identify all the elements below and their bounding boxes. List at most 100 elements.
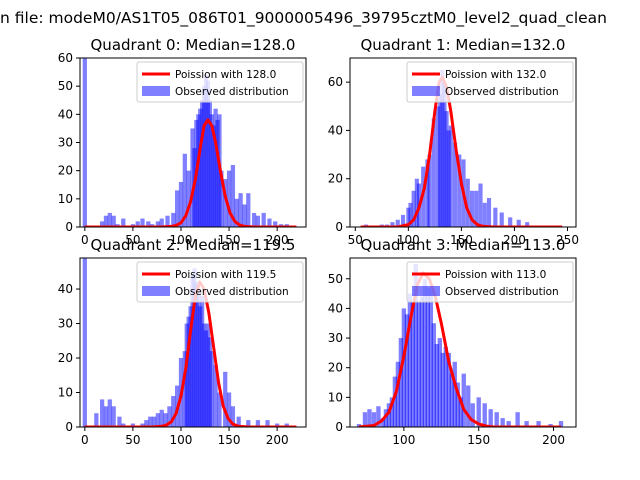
hist-bar — [223, 371, 228, 427]
hist-bar — [135, 221, 140, 227]
hist-bar — [167, 406, 172, 427]
hist-bar — [213, 364, 218, 427]
y-tick-label: 20 — [58, 351, 73, 365]
x-tick-label: 0 — [81, 433, 89, 447]
legend-hist-label: Observed distribution — [445, 86, 559, 98]
x-tick-label: 150 — [450, 233, 473, 247]
x-tick-label: 100 — [397, 233, 420, 247]
legend-model-label: Poission with 119.5 — [175, 269, 276, 281]
hist-bar — [525, 222, 530, 227]
hist-bar — [186, 170, 191, 227]
hist-bar — [367, 409, 372, 427]
hist-bar — [107, 399, 112, 427]
hist-bar — [398, 338, 404, 427]
hist-bar — [273, 221, 278, 227]
hist-bar — [493, 207, 498, 227]
hist-bar — [265, 420, 270, 427]
hist-bar — [558, 421, 564, 427]
y-tick-label: 10 — [328, 390, 343, 404]
hist-bar — [103, 215, 109, 227]
hist-bar — [155, 221, 161, 227]
hist-bar — [408, 202, 413, 227]
x-tick-label: 200 — [542, 433, 565, 447]
legend-model-label: Poission with 132.0 — [445, 69, 546, 81]
legend-hist-label: Observed distribution — [175, 86, 289, 98]
legend: Poission with 113.0 Observed distribution — [406, 261, 574, 303]
y-tick-label: 10 — [58, 386, 73, 400]
axes-frame — [349, 257, 577, 428]
subplot-title: Quadrant 3: Median=113.0 — [361, 236, 566, 254]
x-tick-label: 50 — [125, 433, 140, 447]
hist-bar — [482, 403, 487, 427]
legend-hist-swatch — [412, 86, 440, 96]
legend-hist-swatch — [412, 286, 440, 296]
axes-frame — [349, 57, 577, 228]
hist-bar — [165, 215, 170, 227]
hist-bar — [476, 397, 481, 427]
hist-bar — [171, 395, 176, 427]
hist-bar — [478, 183, 483, 227]
hist-bar — [380, 418, 386, 427]
hist-bar — [390, 222, 395, 227]
y-tick-label: 40 — [328, 301, 343, 315]
x-tick-label: 100 — [392, 433, 415, 447]
hist-bar — [226, 170, 232, 227]
hist-bar — [100, 399, 105, 427]
hist-bar — [488, 409, 493, 427]
hist-bar — [140, 218, 145, 227]
hist-bar — [386, 403, 392, 427]
x-tick-label: 100 — [170, 233, 193, 247]
hist-bar — [469, 190, 475, 227]
hist-bar — [457, 154, 462, 227]
hist-bar — [440, 70, 445, 227]
hist-bar — [437, 338, 442, 427]
hist-bar — [171, 212, 176, 227]
hist-bar — [406, 207, 411, 227]
hist-bar — [414, 178, 419, 227]
hist-bar — [111, 215, 116, 227]
hist-bar — [446, 130, 451, 227]
hist-bar — [255, 420, 261, 427]
legend: Poission with 128.0 Observed distribution — [136, 61, 304, 103]
hist-bar — [234, 198, 239, 227]
x-tick-label: 50 — [125, 233, 140, 247]
y-tick-label: 20 — [328, 172, 343, 186]
hist-bar — [422, 278, 428, 427]
hist-bar — [103, 406, 109, 427]
axes-frame — [79, 257, 307, 428]
subplot-quadrant-0: 0 50 100 150 200 0 10 20 30 40 50 60 Quadrant 0: Med… — [58, 36, 307, 247]
figure-suptitle: n file: modeM0/AS1T05_086T01_9000005496_… — [0, 9, 607, 27]
hist-bar — [144, 420, 149, 427]
hist-bar — [223, 179, 228, 227]
hist-bar — [226, 392, 232, 427]
y-tick-label: 40 — [58, 282, 73, 296]
x-tick-label: 50 — [348, 233, 363, 247]
subplot-quadrant-1: 50 100 150 200 250 0 20 40 60 Quadrant 1: Median=… — [328, 36, 579, 247]
hist-bar — [107, 212, 112, 227]
hist-bar — [458, 397, 463, 427]
hist-bar — [395, 219, 400, 227]
legend: Poission with 119.5 Observed distribution — [136, 261, 304, 303]
hist-bar — [163, 413, 168, 427]
y-tick-label: 10 — [58, 192, 73, 206]
hist-bar — [175, 190, 180, 227]
hist-bar — [443, 346, 448, 427]
y-tick-label: 50 — [328, 272, 343, 286]
x-tick-label: 200 — [266, 433, 289, 447]
hist-bar — [178, 181, 184, 227]
hist-bar — [94, 413, 99, 427]
hist-bar — [431, 323, 436, 427]
hist-bar — [452, 142, 458, 227]
hist-bar — [442, 82, 447, 227]
hist-bar — [255, 215, 261, 227]
hist-bar — [100, 221, 105, 227]
hist-bar — [448, 125, 453, 227]
subplot-title: Quadrant 2: Median=119.5 — [91, 236, 296, 254]
hist-bar — [275, 423, 280, 427]
hist-bar — [461, 373, 466, 427]
hist-bar — [419, 296, 425, 427]
hist-bar — [383, 409, 389, 427]
hist-bar — [395, 361, 401, 427]
legend: Poission with 132.0 Observed distribution — [406, 61, 574, 103]
